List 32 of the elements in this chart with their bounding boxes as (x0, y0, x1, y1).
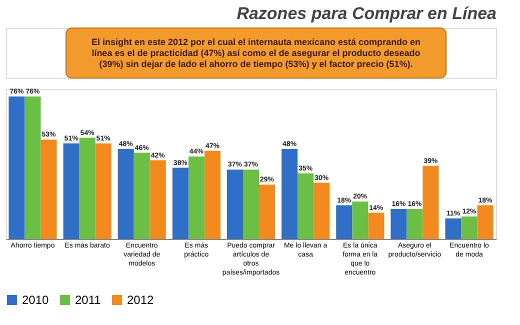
bar (95, 143, 112, 239)
bar (298, 173, 314, 239)
bar (226, 170, 243, 239)
bar (40, 140, 57, 239)
bar (352, 202, 368, 239)
bar (314, 182, 330, 239)
bar (63, 143, 80, 239)
legend-label: 2012 (127, 293, 154, 307)
bar (79, 138, 96, 239)
bar (422, 166, 439, 239)
bar (150, 160, 166, 239)
bar (461, 216, 478, 239)
bar (406, 209, 423, 239)
legend-label: 2011 (75, 293, 102, 307)
bar (118, 149, 134, 239)
bar (336, 205, 352, 239)
bar (259, 184, 276, 239)
bar (242, 170, 260, 239)
bar (134, 152, 150, 239)
bar (188, 156, 204, 239)
bar (445, 218, 462, 239)
text: El insight en este 2012 por el cual el internauta mexicano está comprando en línea es el de practicidad (47%) así como el de asegurar el producto deseado (39%) sin dejar de lado el ahorro de tiempo (53%) y el factor precio (51%). (91, 37, 421, 69)
bar (172, 168, 188, 239)
chart-title: Razones para Comprar en Línea (236, 4, 496, 23)
bar (368, 212, 384, 239)
bar (24, 96, 41, 239)
bar (477, 205, 494, 239)
bar (8, 96, 25, 239)
legend-label: 2010 (22, 293, 50, 307)
bar (282, 149, 298, 239)
bar (390, 209, 407, 239)
bar (204, 150, 220, 239)
